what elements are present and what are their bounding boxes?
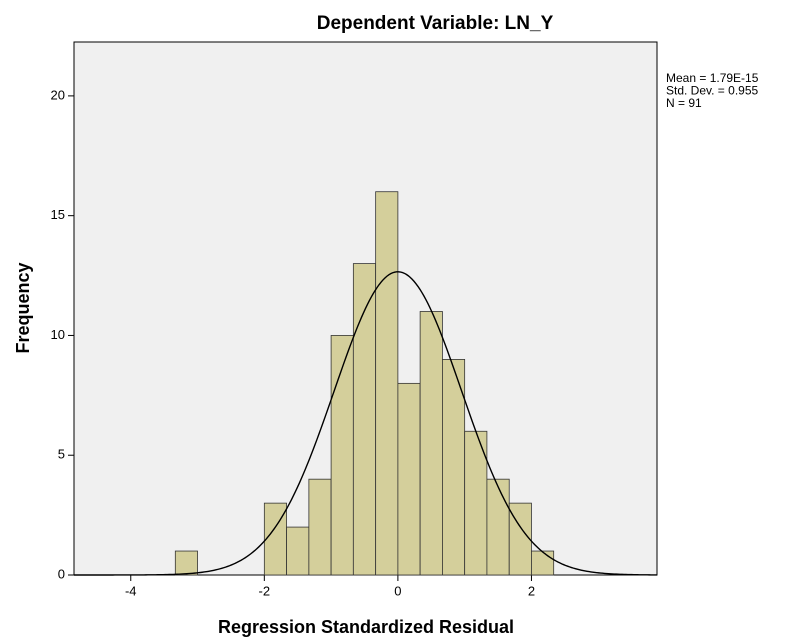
y-tick-label: 10 bbox=[51, 327, 65, 342]
y-tick-label: 15 bbox=[51, 207, 65, 222]
bar bbox=[508, 502, 532, 576]
x-tick-label: -4 bbox=[125, 583, 137, 598]
y-tick-label: 20 bbox=[51, 87, 65, 102]
bar bbox=[531, 550, 555, 576]
normal-curve bbox=[74, 271, 658, 576]
annotation: Mean = 1.79E-15 bbox=[666, 71, 759, 85]
x-tick-label: -2 bbox=[259, 583, 271, 598]
bar bbox=[397, 382, 421, 576]
x-axis-label: Regression Standardized Residual bbox=[218, 617, 514, 637]
bar bbox=[330, 335, 354, 576]
bar bbox=[486, 478, 510, 576]
annotation: N = 91 bbox=[666, 96, 702, 110]
bar bbox=[308, 478, 332, 576]
chart-title: Dependent Variable: LN_Y bbox=[317, 13, 554, 34]
bar bbox=[174, 550, 198, 576]
bar bbox=[419, 311, 443, 576]
bar bbox=[375, 191, 399, 576]
y-tick-label: 5 bbox=[58, 447, 65, 462]
bar bbox=[286, 526, 310, 576]
x-tick-label: 0 bbox=[394, 583, 401, 598]
x-tick-label: 2 bbox=[528, 583, 535, 598]
y-tick-label: 0 bbox=[58, 566, 65, 581]
y-axis-label: Frequency bbox=[13, 262, 33, 353]
annotation: Std. Dev. = 0.955 bbox=[666, 84, 758, 98]
